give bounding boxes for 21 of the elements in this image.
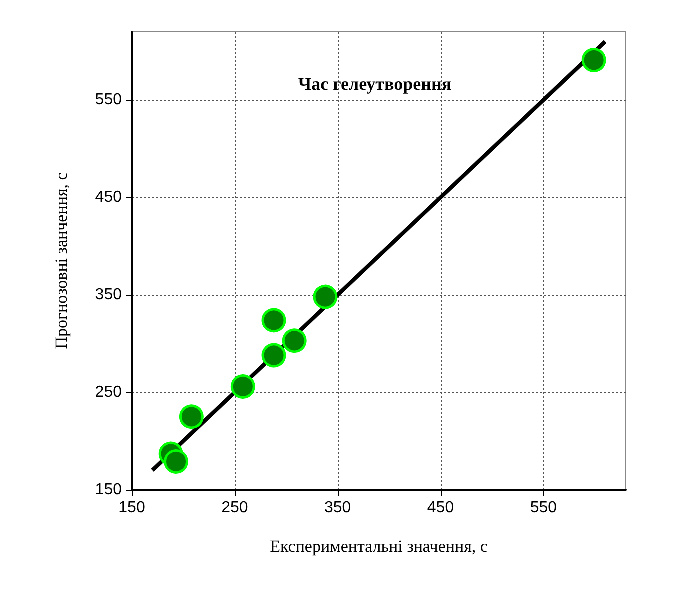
point: [164, 449, 189, 474]
y-tick-label: 250: [95, 384, 122, 402]
point: [262, 308, 286, 333]
x-tick-label: 350: [324, 500, 352, 516]
text: Час гелеутворення: [298, 74, 452, 94]
point: [282, 328, 307, 354]
point: [582, 48, 606, 73]
point: [179, 404, 204, 430]
y-tick-label: 350: [95, 286, 122, 304]
point: [262, 343, 286, 368]
x-tick-label: 550: [530, 500, 558, 516]
y-axis-title: Прогнозовні занчення, с: [52, 172, 71, 350]
y-tick-label: 150: [95, 482, 122, 498]
x-tick-label: 150: [118, 500, 146, 516]
point: [313, 284, 338, 310]
y-tick-label: 550: [95, 92, 122, 109]
x-axis-title: Експериментальні значення, с: [270, 537, 488, 556]
point: [230, 374, 256, 399]
y-tick-label: 450: [95, 189, 122, 206]
x-tick-label: 450: [427, 500, 454, 516]
x-tick-label: 250: [222, 500, 248, 516]
